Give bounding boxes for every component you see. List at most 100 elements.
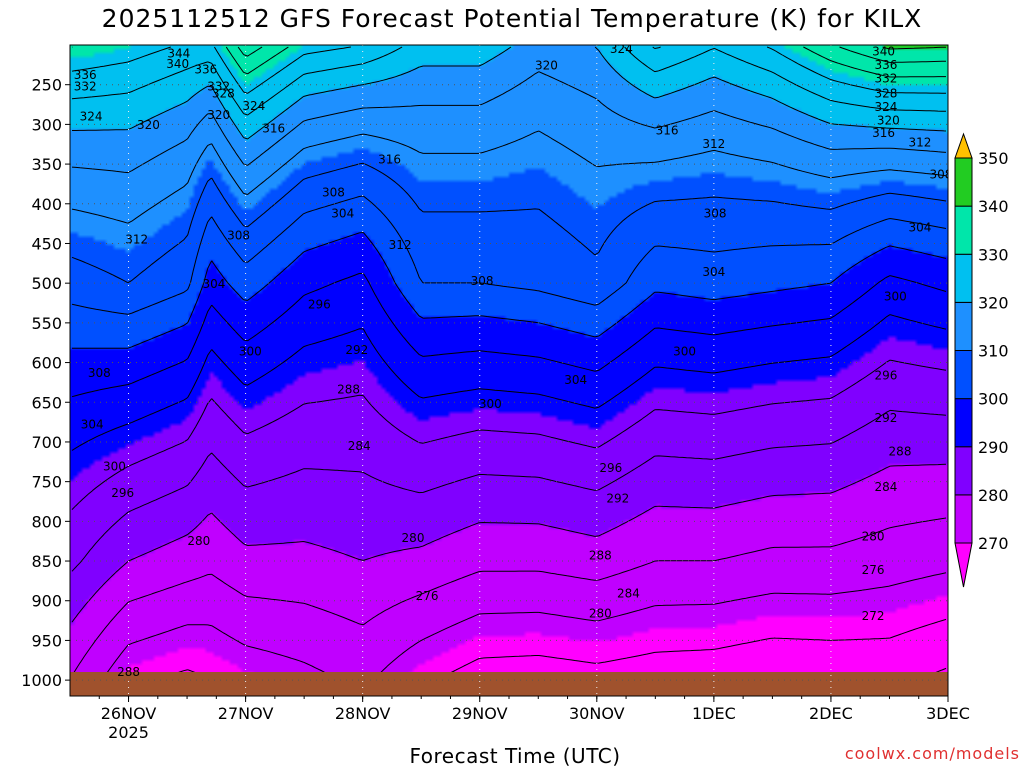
contour-320	[72, 46, 947, 140]
contour-label: 320	[535, 59, 558, 73]
contour-label: 316	[872, 126, 895, 140]
contour-label: 320	[137, 118, 160, 132]
contour-label: 296	[308, 298, 331, 312]
contour-328	[71, 46, 946, 94]
colorbar-label: 340	[978, 197, 1009, 216]
contour-label: 292	[345, 343, 368, 357]
colorbar-segment	[954, 253, 973, 303]
contour-276	[71, 517, 947, 676]
contour-label: 272	[862, 609, 885, 623]
contour-324	[71, 46, 947, 116]
colorbar-segment	[954, 398, 973, 448]
ground-band	[70, 672, 948, 696]
y-tick-label: 400	[31, 195, 62, 214]
colorbar-label: 300	[978, 390, 1009, 409]
contour-296	[71, 272, 947, 398]
colorbar-label: 280	[978, 486, 1009, 505]
y-tick-label: 1000	[21, 671, 62, 690]
y-tick-label: 800	[31, 512, 62, 531]
x-tick-label: 3DEC	[926, 704, 970, 723]
y-axis: 250 300 350 400 450 500 550 600 650 700 750 800 850 9…	[21, 76, 70, 690]
contour-label: 312	[908, 136, 931, 150]
contour-label: 340	[166, 57, 189, 71]
contour-label: 336	[194, 63, 217, 77]
contour-label: 284	[348, 439, 371, 453]
contour-label: 308	[88, 366, 111, 380]
contour-label: 324	[80, 109, 103, 123]
x-tick-label: 1DEC	[692, 704, 736, 723]
contour-label: 280	[402, 531, 425, 545]
contour-label: 332	[74, 79, 97, 93]
contour-label: 328	[875, 86, 898, 100]
contour-label: 324	[610, 42, 633, 56]
contour-label: 312	[125, 233, 148, 247]
contour-label: 304	[702, 265, 725, 279]
contour-label: 292	[606, 491, 629, 505]
heatmap-image	[70, 45, 948, 696]
colorbar-segment	[954, 446, 973, 496]
contour-label: 280	[187, 534, 210, 548]
colorbar-segment	[954, 205, 973, 255]
contour-label: 336	[74, 68, 97, 82]
x-tick-label: 30NOV	[569, 704, 625, 723]
contour-300	[72, 232, 947, 349]
chart-title: 2025112512 GFS Forecast Potential Temper…	[101, 4, 923, 33]
y-tick-label: 700	[31, 433, 62, 452]
contour-280	[71, 463, 947, 623]
y-tick-label: 250	[31, 76, 62, 95]
contour-label: 284	[617, 587, 640, 601]
x-tick-label: 29NOV	[452, 704, 508, 723]
contour-label: 296	[599, 461, 622, 475]
colorbar: 270 280 290 300 310 320 330 340 350	[954, 132, 1009, 588]
contour-label: 324	[875, 100, 898, 114]
contour-label: 308	[227, 229, 250, 243]
contour-label: 288	[589, 548, 612, 562]
contour-label: 288	[117, 665, 140, 679]
contour-284	[71, 409, 947, 572]
contour-label: 308	[322, 186, 345, 200]
contour-336	[237, 46, 946, 63]
y-tick-label: 500	[31, 274, 62, 293]
contour-label: 300	[103, 460, 126, 474]
y-tick-label: 450	[31, 234, 62, 253]
contour-label: 300	[884, 290, 907, 304]
x-tick-year: 2025	[108, 723, 149, 742]
contour-label: 288	[337, 383, 360, 397]
contour-label: 308	[704, 206, 727, 220]
colorbar-segment	[954, 494, 973, 544]
x-axis-label: Forecast Time (UTC)	[409, 744, 621, 768]
x-tick-label: 27NOV	[218, 704, 274, 723]
colorbar-label: 290	[978, 438, 1009, 457]
contour-label: 304	[81, 417, 104, 431]
y-tick-label: 350	[31, 155, 62, 174]
contour-label: 328	[212, 86, 235, 100]
contour-label: 308	[930, 167, 953, 181]
contour-label: 332	[875, 71, 898, 85]
contour-lines	[71, 46, 947, 695]
contour-332	[71, 46, 946, 78]
contour-label: 324	[242, 99, 265, 113]
contour-label: 284	[875, 480, 898, 494]
y-tick-label: 600	[31, 354, 62, 373]
colorbar-label: 330	[978, 245, 1009, 264]
credit-text: coolwx.com/models	[844, 744, 1020, 763]
contour-label: 316	[378, 152, 401, 166]
colorbar-upper-arrow	[954, 132, 973, 159]
contour-label: 312	[702, 137, 725, 151]
contour-label: 276	[416, 589, 439, 603]
colorbar-label: 270	[978, 534, 1009, 553]
colorbar-label: 320	[978, 293, 1009, 312]
contour-label: 280	[589, 606, 612, 620]
contour-label: 308	[471, 274, 494, 288]
y-tick-label: 550	[31, 314, 62, 333]
x-tick-label: 28NOV	[335, 704, 391, 723]
y-tick-label: 300	[31, 115, 62, 134]
contour-340	[882, 46, 947, 50]
contour-label: 320	[207, 108, 230, 122]
y-tick-label: 750	[31, 473, 62, 492]
contour-label: 336	[875, 58, 898, 72]
colorbar-lower-arrow	[954, 542, 973, 588]
contour-316	[71, 71, 947, 174]
